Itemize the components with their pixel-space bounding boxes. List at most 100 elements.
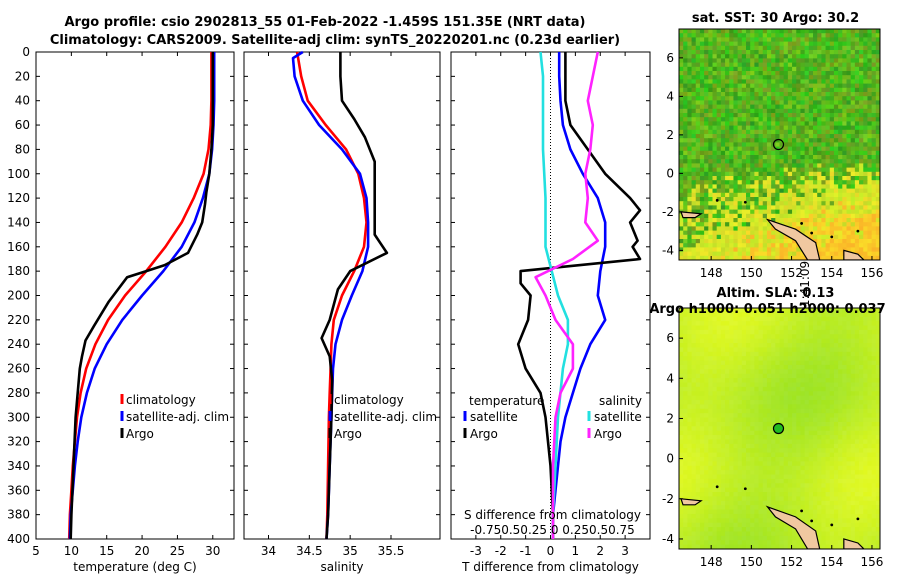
heatmap-cell [729, 142, 735, 148]
heatmap-cell [813, 470, 818, 476]
heatmap-cell [762, 325, 768, 331]
heatmap-cell [771, 334, 776, 340]
heatmap-cell [725, 29, 730, 34]
heatmap-cell [695, 421, 701, 427]
heatmap-cell [766, 443, 772, 449]
heatmap-cell [691, 329, 697, 335]
heatmap-cell [783, 180, 789, 185]
heatmap-cell [737, 117, 743, 122]
heatmap-cell [829, 430, 835, 436]
heatmap-cell [762, 338, 768, 344]
heatmap-cell [750, 251, 755, 257]
heatmap-cell [829, 45, 835, 51]
heatmap-cell [720, 391, 726, 397]
heatmap-cell [779, 239, 785, 244]
heatmap-cell [712, 243, 718, 248]
heatmap-cell [813, 121, 818, 127]
heatmap-cell [821, 347, 827, 353]
heatmap-cell [779, 150, 785, 156]
heatmap-cell [746, 251, 751, 257]
heatmap-cell [863, 382, 869, 388]
heatmap-cell [817, 45, 822, 51]
heatmap-cell [679, 230, 684, 236]
heatmap-cell [708, 176, 714, 181]
heatmap-cell [813, 87, 818, 93]
heatmap-cell [766, 378, 772, 384]
x-tick-label: 35 [343, 544, 358, 558]
heatmap-cell [716, 37, 722, 43]
heatmap-cell [716, 96, 722, 101]
heatmap-cell [729, 188, 735, 194]
heatmap-cell [691, 184, 697, 190]
heatmap-cell [746, 176, 751, 181]
heatmap-cell [716, 255, 722, 260]
heatmap-cell [750, 79, 755, 85]
argo-location-marker [772, 138, 785, 151]
heatmap-cell [716, 386, 722, 392]
heatmap-cell [691, 312, 697, 318]
heatmap-cell [867, 378, 873, 384]
heatmap-cell [737, 129, 743, 135]
heatmap-cell [783, 478, 789, 484]
heatmap-cell [771, 239, 776, 244]
heatmap-cell [846, 334, 852, 340]
heatmap-cell [783, 108, 789, 114]
heatmap-cell [746, 66, 751, 72]
heatmap-cell [691, 37, 697, 43]
heatmap-cell [829, 54, 835, 59]
heatmap-cell [716, 222, 722, 227]
heatmap-cell [775, 364, 781, 370]
heatmap-cell [695, 41, 701, 47]
heatmap-cell [720, 71, 726, 76]
heatmap-cell [758, 117, 764, 122]
heatmap-cell [804, 474, 810, 480]
heatmap-cell [829, 96, 835, 101]
heatmap-cell [808, 62, 814, 68]
heatmap-cell [758, 329, 764, 335]
heatmap-cell [829, 435, 835, 441]
heatmap-cell [729, 201, 735, 206]
heatmap-cell [838, 100, 843, 106]
y-tick-label: 320 [7, 435, 30, 449]
heatmap-cell [733, 347, 739, 353]
heatmap-cell [725, 117, 730, 122]
heatmap-cell [758, 316, 764, 322]
heatmap-cell [712, 134, 718, 139]
heatmap-cell [679, 456, 684, 462]
heatmap-cell [699, 50, 705, 55]
heatmap-cell [746, 37, 751, 43]
heatmap-cell [800, 443, 806, 449]
heatmap-cell [854, 146, 860, 152]
heatmap-cell [695, 230, 701, 236]
heatmap-cell [708, 408, 714, 414]
heatmap-cell [792, 125, 797, 131]
heatmap-cell [687, 439, 693, 445]
heatmap-cell [825, 184, 831, 190]
heatmap-cell [691, 343, 697, 349]
heatmap-cell [859, 329, 864, 335]
heatmap-cell [762, 163, 768, 169]
heatmap-cell [733, 247, 739, 253]
heatmap-cell [779, 29, 785, 34]
heatmap-cell [746, 426, 751, 432]
heatmap-cell [746, 255, 751, 260]
heatmap-cell [704, 364, 709, 370]
heatmap-cell [796, 213, 802, 219]
heatmap-cell [854, 75, 860, 80]
heatmap-cell [708, 163, 714, 169]
heatmap-cell [695, 408, 701, 414]
heatmap-cell [817, 54, 822, 59]
heatmap-cell [762, 360, 768, 366]
heatmap-cell [687, 180, 693, 185]
heatmap-cell [829, 382, 835, 388]
heatmap-cell [867, 426, 873, 432]
heatmap-cell [867, 150, 873, 156]
heatmap-cell [754, 184, 760, 190]
heatmap-cell [704, 316, 709, 322]
heatmap-cell [771, 465, 776, 471]
heatmap-cell [787, 209, 793, 215]
heatmap-cell [775, 201, 781, 206]
heatmap-cell [804, 356, 810, 362]
heatmap-cell [720, 108, 726, 114]
heatmap-cell [867, 184, 873, 190]
